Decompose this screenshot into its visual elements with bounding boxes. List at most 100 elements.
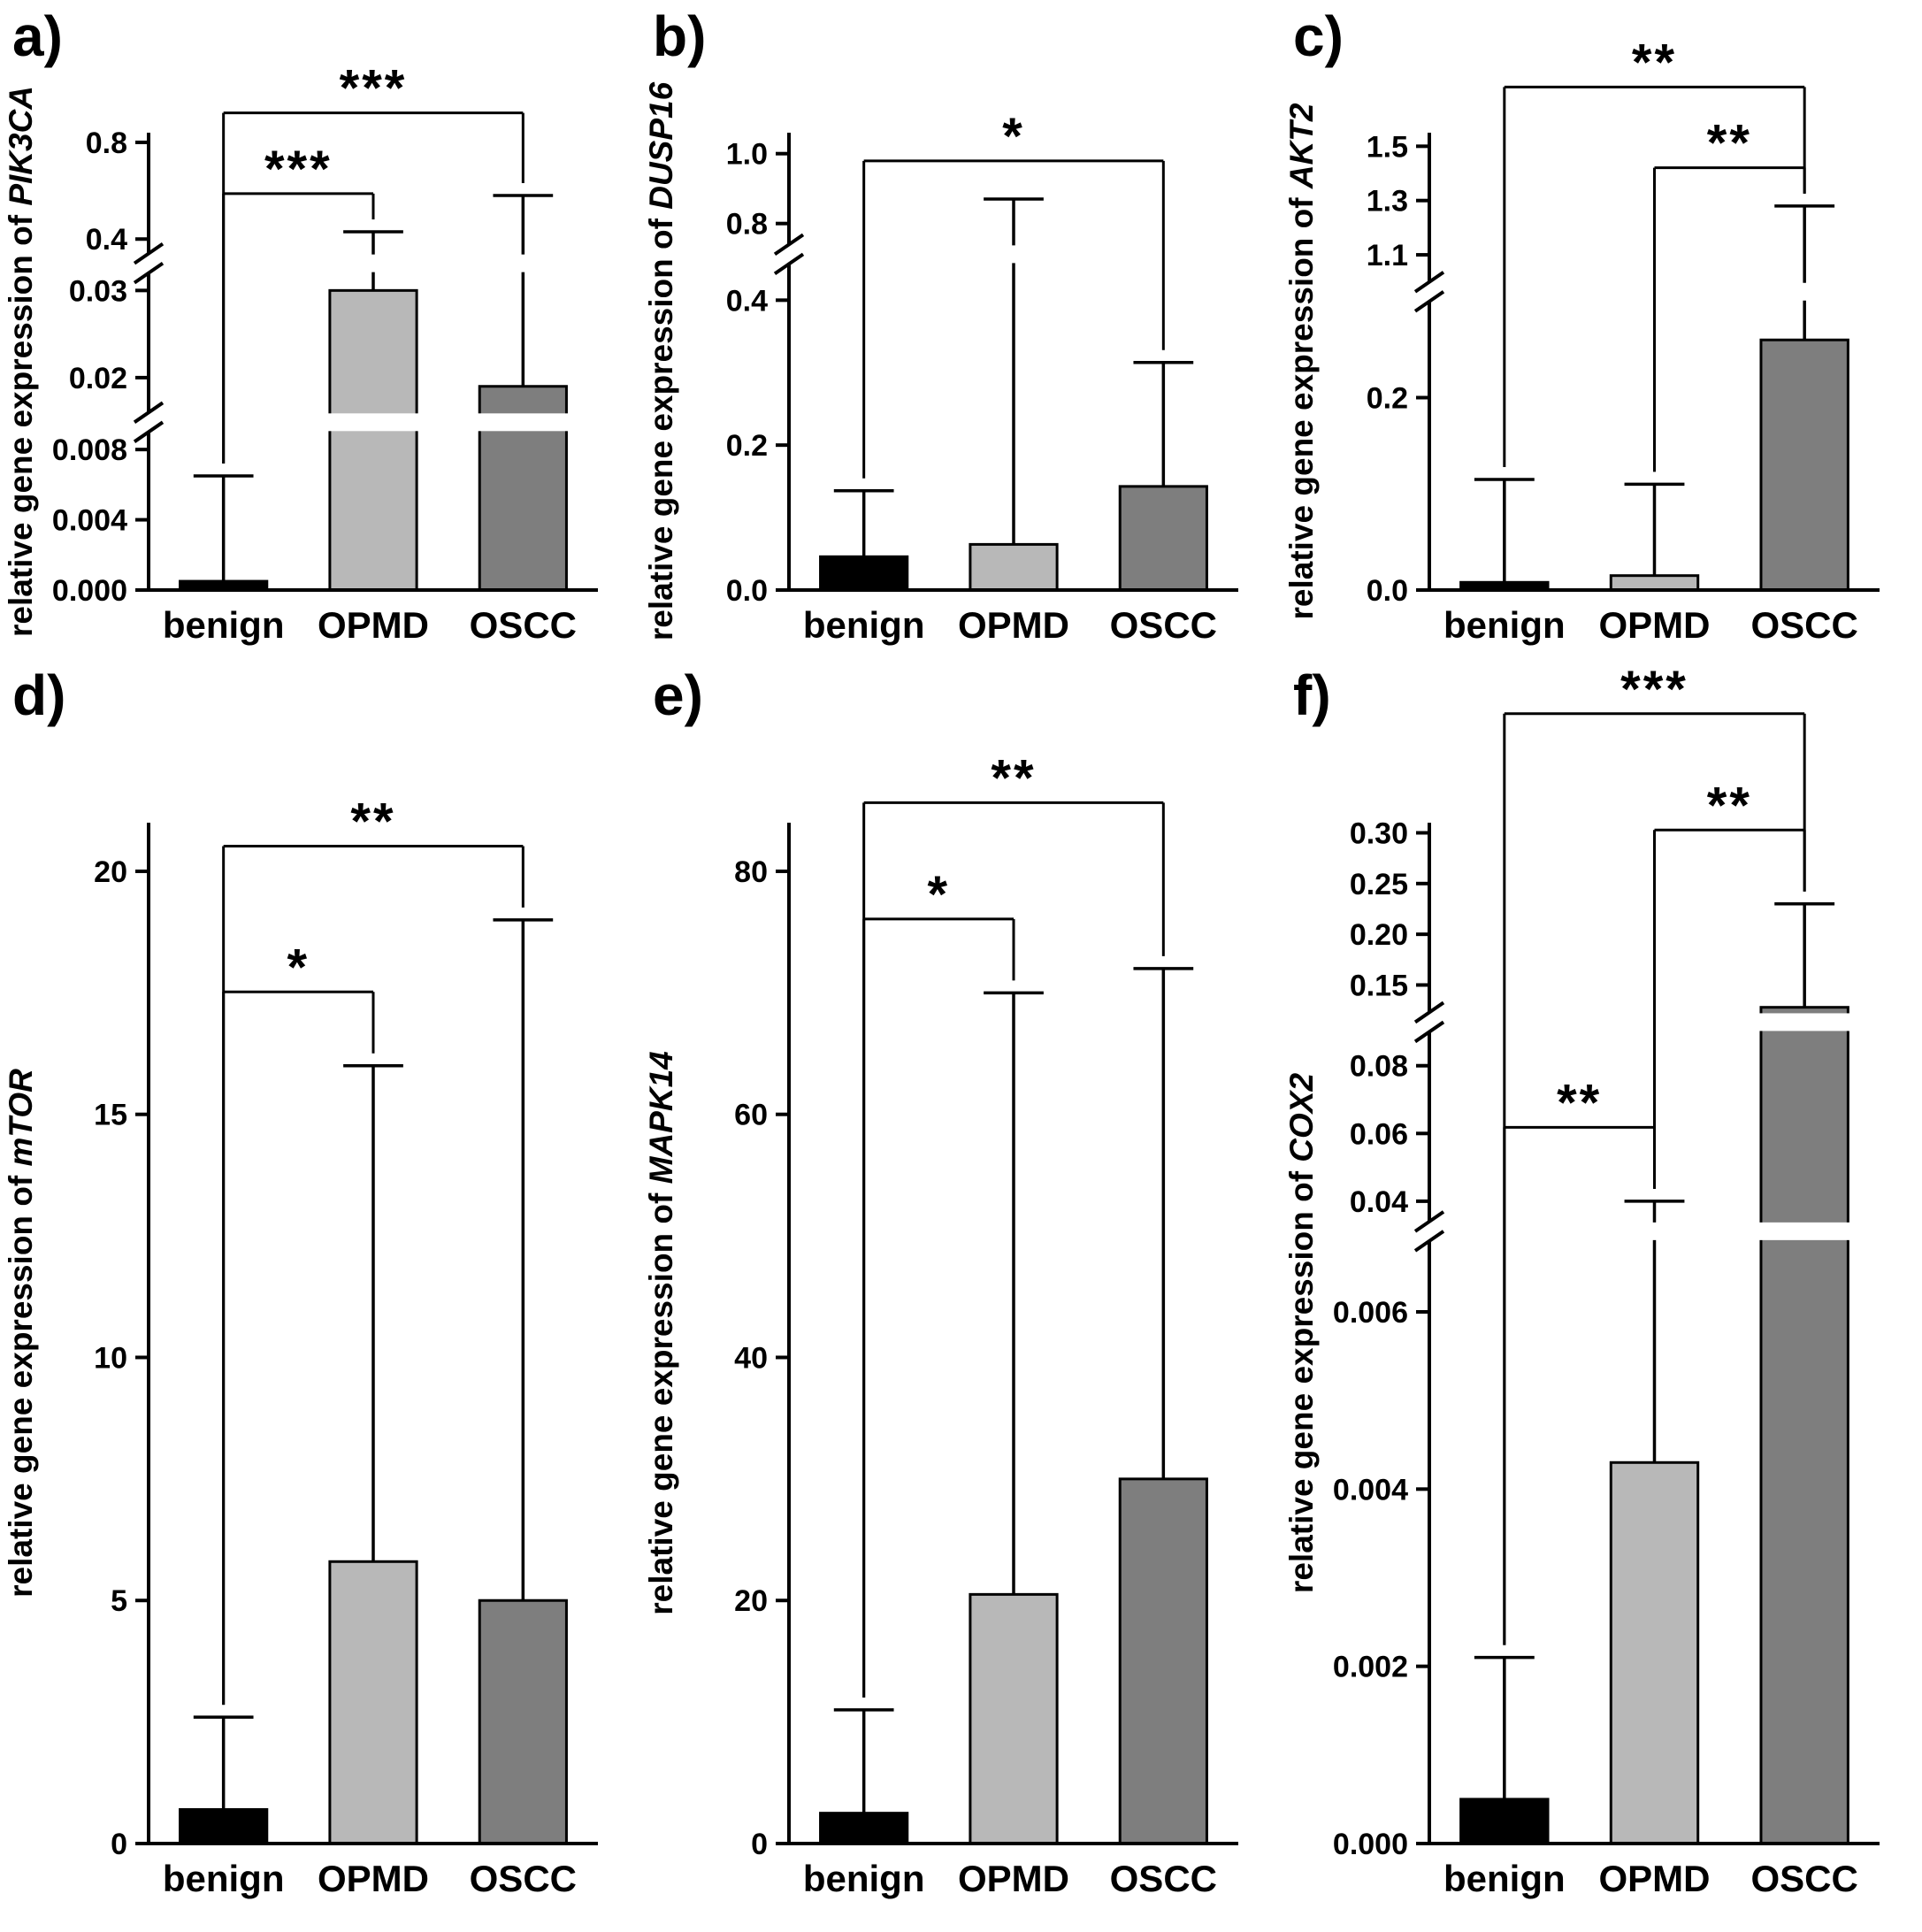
significance-label: ** xyxy=(1557,1074,1602,1131)
y-tick-label: 10 xyxy=(94,1341,127,1375)
bar-OSCC xyxy=(1118,1477,1208,1845)
axis-break-mark xyxy=(1413,1000,1445,1024)
panel-letter-a: a) xyxy=(12,4,63,68)
bar-OSCC xyxy=(1759,338,1849,592)
axis-break-mark xyxy=(133,420,165,443)
panel-letter-d: d) xyxy=(12,663,66,727)
significance-label: *** xyxy=(340,60,408,118)
y-tick-label: 80 xyxy=(734,855,768,889)
y-tick-label: 0.000 xyxy=(1333,1828,1408,1861)
bar-OSCC xyxy=(478,1598,568,1845)
bar-benign xyxy=(819,1812,909,1845)
y-axis-title-gene: COX2 xyxy=(1283,1073,1320,1162)
x-category-label-OSCC: OSCC xyxy=(470,1858,577,1899)
significance-label: * xyxy=(287,939,310,996)
bar-OPMD xyxy=(969,542,1059,592)
panel-d: d) 0 5 10 15 20 benign OPMD OSCC relative gene e… xyxy=(0,659,640,1932)
axis-break-mark xyxy=(133,261,165,285)
y-axis-title-prefix: relative gene expression of xyxy=(1283,1162,1320,1593)
y-tick-label: 40 xyxy=(734,1341,768,1375)
significance-label: ** xyxy=(350,793,395,850)
x-category-label-OPMD: OPMD xyxy=(1599,1858,1711,1899)
y-tick-label: 0.006 xyxy=(1333,1296,1408,1330)
y-tick-label: 60 xyxy=(734,1099,768,1132)
x-category-label-OPMD: OPMD xyxy=(318,1858,429,1899)
y-axis-title-prefix: relative gene expression of xyxy=(1283,188,1320,619)
y-tick-label: 20 xyxy=(94,855,127,889)
significance-label: ** xyxy=(991,749,1036,807)
y-tick-label: 5 xyxy=(111,1584,127,1618)
y-tick-label: 0.4 xyxy=(86,223,127,257)
x-category-label-OSCC: OSCC xyxy=(1110,1858,1217,1899)
x-category-label-benign: benign xyxy=(1443,604,1566,646)
bar-OSCC xyxy=(1759,1006,1849,1845)
y-tick-label: 0.002 xyxy=(1333,1651,1408,1684)
y-axis-title-gene: MAPK14 xyxy=(643,1051,679,1184)
y-axis-title-gene: mTOR xyxy=(3,1069,39,1167)
y-tick-label: 1.1 xyxy=(1367,239,1408,272)
y-tick-label: 0.004 xyxy=(1333,1473,1408,1506)
y-axis-title-prefix: relative gene expression of xyxy=(643,210,679,640)
panel-b-chart: 0.0 0.2 0.4 0.8 1.0 benign OPMD OSCC relative ge… xyxy=(643,81,1240,646)
x-category-label-OSCC: OSCC xyxy=(1110,604,1217,646)
y-axis-title: relative gene expression of DUSP16 xyxy=(643,81,679,640)
y-tick-label: 0.0 xyxy=(1367,574,1408,608)
panel-letter-e: e) xyxy=(653,663,703,727)
y-tick-label: 0.03 xyxy=(69,274,127,308)
panel-letter-f: f) xyxy=(1293,663,1331,727)
axis-break-band xyxy=(147,413,600,432)
x-category-label-OPMD: OPMD xyxy=(318,604,429,646)
y-tick-label: 20 xyxy=(734,1584,768,1618)
y-tick-label: 1.0 xyxy=(726,138,768,172)
y-axis-title-prefix: relative gene expression of xyxy=(3,206,39,637)
panel-d-chart: 0 5 10 15 20 benign OPMD OSCC relative gene expr… xyxy=(3,793,598,1899)
y-axis-title: relative gene expression of COX2 xyxy=(1283,1073,1320,1594)
y-tick-label: 1.5 xyxy=(1367,130,1408,164)
y-axis-title-gene: DUSP16 xyxy=(643,81,679,209)
axis-break-mark xyxy=(1413,1230,1445,1253)
bar-OPMD xyxy=(969,1592,1059,1845)
significance-label: ** xyxy=(1632,34,1677,91)
x-category-label-benign: benign xyxy=(803,1858,925,1899)
axis-break-band xyxy=(787,245,1240,264)
axis-break-mark xyxy=(1413,1210,1445,1233)
panel-c: c) 0.0 0.2 1.1 1.3 1.5 benign OPMD OSCC relative… xyxy=(1281,0,1922,659)
x-category-label-OPMD: OPMD xyxy=(958,1858,1069,1899)
axis-break-mark xyxy=(133,401,165,424)
panel-b: b) 0.0 0.2 0.4 0.8 1.0 benign OPMD OSCC relative… xyxy=(640,0,1281,659)
bar-benign xyxy=(1459,1798,1550,1845)
y-axis-title: relative gene expression of PIK3CA xyxy=(3,86,39,637)
axis-break-mark xyxy=(1413,1020,1445,1044)
y-tick-label: 0.20 xyxy=(1350,918,1408,952)
axis-break-mark xyxy=(1413,290,1445,313)
y-tick-label: 0.008 xyxy=(52,433,127,467)
y-tick-label: 0.08 xyxy=(1350,1050,1408,1084)
x-category-label-benign: benign xyxy=(163,1858,285,1899)
y-axis-title-prefix: relative gene expression of xyxy=(643,1184,679,1614)
y-axis-title: relative gene expression of MAPK14 xyxy=(643,1051,679,1614)
y-tick-label: 15 xyxy=(94,1099,127,1132)
y-tick-label: 0 xyxy=(111,1828,127,1861)
significance-label: ** xyxy=(1707,115,1752,172)
y-tick-label: 0.8 xyxy=(86,126,127,160)
x-category-label-OPMD: OPMD xyxy=(958,604,1069,646)
y-tick-label: 0.8 xyxy=(726,208,768,242)
y-axis-title-gene: PIK3CA xyxy=(3,86,39,206)
x-category-label-OSCC: OSCC xyxy=(1750,1858,1857,1899)
y-tick-label: 0.0 xyxy=(726,574,768,608)
x-category-label-benign: benign xyxy=(803,604,925,646)
significance-label: * xyxy=(928,866,951,924)
y-tick-label: 0.25 xyxy=(1350,868,1408,901)
y-tick-label: 0.4 xyxy=(726,284,768,318)
y-tick-label: 0.2 xyxy=(1367,382,1408,416)
y-tick-label: 0.04 xyxy=(1350,1185,1408,1219)
x-category-label-OPMD: OPMD xyxy=(1599,604,1711,646)
bar-OPMD xyxy=(328,288,418,592)
y-axis-title: relative gene expression of mTOR xyxy=(3,1069,39,1598)
y-axis-title: relative gene expression of AKT2 xyxy=(1283,103,1320,619)
panel-c-chart: 0.0 0.2 1.1 1.3 1.5 benign OPMD OSCC relative ge… xyxy=(1283,34,1881,646)
x-category-label-benign: benign xyxy=(1443,1858,1566,1899)
axis-break-mark xyxy=(1413,271,1445,294)
axis-break-mark xyxy=(773,252,805,276)
